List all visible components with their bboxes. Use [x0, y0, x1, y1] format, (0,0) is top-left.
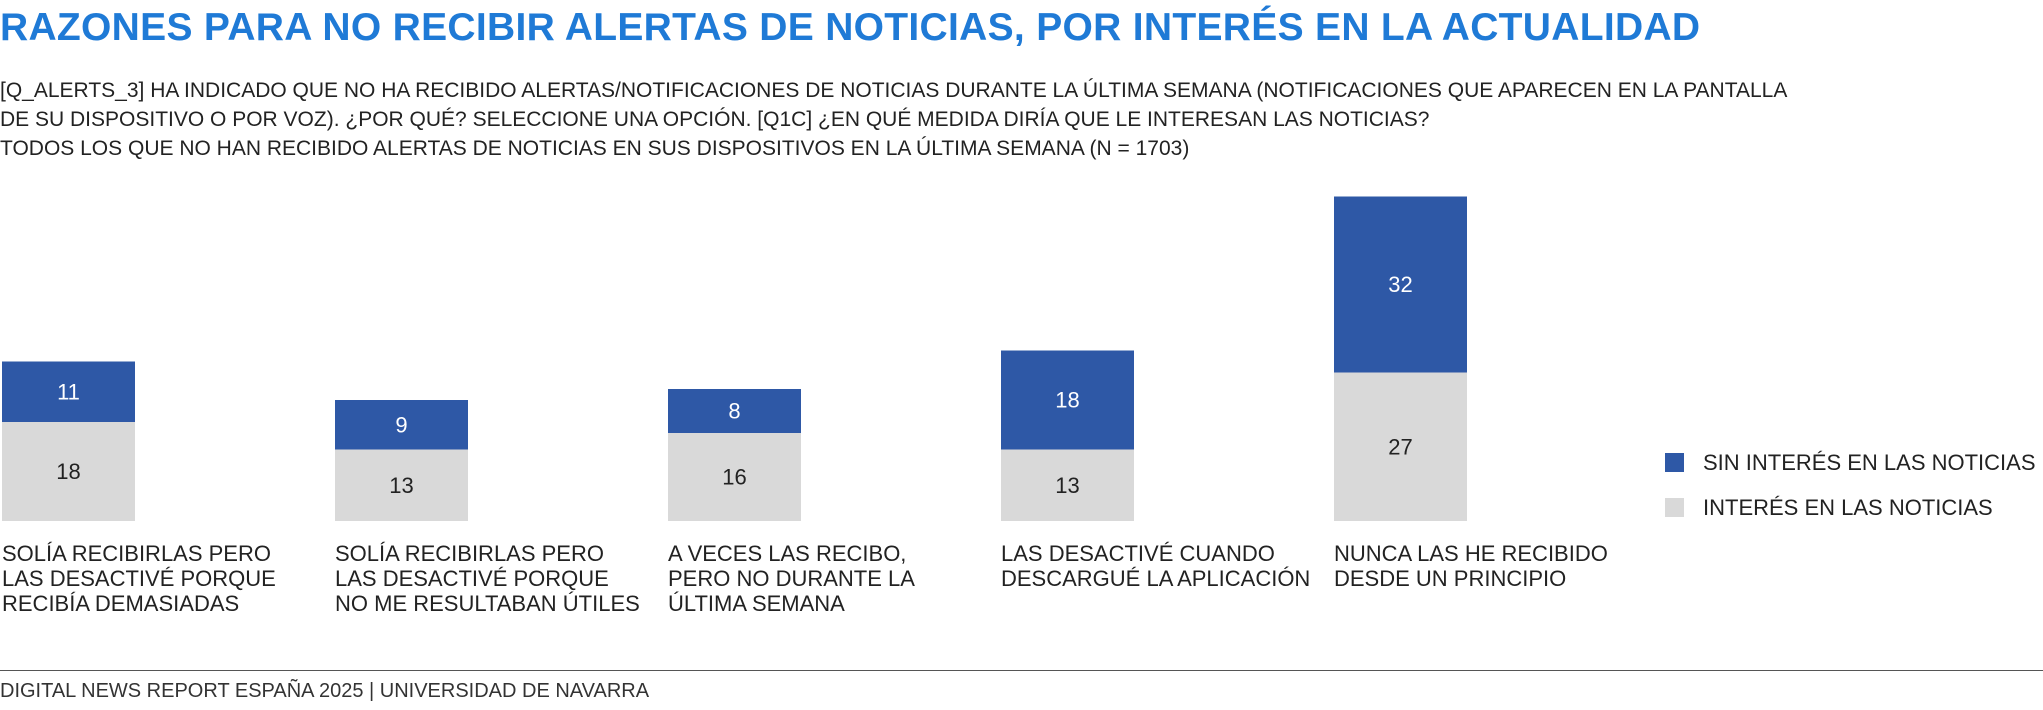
- bar-segment-interes: [335, 449, 468, 521]
- data-label-sin-interes: 8: [728, 399, 740, 424]
- bar-segment-interes: [668, 433, 801, 521]
- bar-segment-sin-interes: [2, 361, 135, 422]
- legend-label: SIN INTERÉS EN LAS NOTICIAS: [1703, 449, 2036, 475]
- data-label-interes: 13: [389, 473, 413, 498]
- data-label-sin-interes: 32: [1388, 272, 1412, 297]
- category-label: A VECES LAS RECIBO, PERO NO DURANTE LA Ú…: [668, 541, 915, 616]
- subtitle-line: [Q_ALERTS_3] HA INDICADO QUE NO HA RECIB…: [0, 79, 1788, 102]
- legend-item-interes: INTERÉS EN LAS NOTICIAS: [1665, 495, 2036, 520]
- subtitle-line: DE SU DISPOSITIVO O POR VOZ). ¿POR QUÉ? …: [0, 108, 1430, 131]
- data-label-interes: 27: [1388, 434, 1412, 459]
- data-label-interes: 18: [56, 459, 80, 484]
- legend-label: INTERÉS EN LAS NOTICIAS: [1703, 494, 1993, 520]
- data-label-interes: 16: [722, 465, 746, 490]
- legend-item-sin-interes: SIN INTERÉS EN LAS NOTICIAS: [1665, 450, 2036, 475]
- data-label-sin-interes: 9: [395, 412, 407, 437]
- category-label: SOLÍA RECIBIRLAS PERO LAS DESACTIVÉ PORQ…: [335, 541, 640, 616]
- bar-segment-sin-interes: [335, 400, 468, 450]
- footer-source: DIGITAL NEWS REPORT ESPAÑA 2025 | UNIVER…: [0, 680, 650, 702]
- category-label: SOLÍA RECIBIRLAS PERO LAS DESACTIVÉ PORQ…: [2, 541, 276, 616]
- bar-segment-sin-interes: [1001, 350, 1134, 450]
- bar-segment-interes: [2, 422, 135, 521]
- bar-segment-interes: [1001, 449, 1134, 521]
- data-label-sin-interes: 18: [1055, 388, 1079, 413]
- chart-title: RAZONES PARA NO RECIBIR ALERTAS DE NOTIC…: [0, 6, 1701, 49]
- bar-segment-sin-interes: [1334, 196, 1467, 373]
- legend-swatch-interes: [1665, 498, 1684, 517]
- category-label: LAS DESACTIVÉ CUANDO DESCARGUÉ LA APLICA…: [1001, 541, 1311, 591]
- data-label-interes: 13: [1055, 473, 1079, 498]
- chart-subtitle: [Q_ALERTS_3] HA INDICADO QUE NO HA RECIB…: [0, 76, 1788, 163]
- stacked-bar-chart: 18 11 13 9 16 8 13 18 27 32: [2, 196, 1467, 521]
- category-label: NUNCA LAS HE RECIBIDO DESDE UN PRINCIPIO: [1334, 541, 1608, 591]
- bar-segment-sin-interes: [668, 389, 801, 433]
- bar-segment-interes: [1334, 372, 1467, 521]
- legend-swatch-sin-interes: [1665, 453, 1684, 472]
- footer-divider: [0, 670, 2043, 671]
- data-label-sin-interes: 11: [57, 379, 80, 404]
- legend: SIN INTERÉS EN LAS NOTICIAS INTERÉS EN L…: [1665, 450, 2036, 540]
- subtitle-line: TODOS LOS QUE NO HAN RECIBIDO ALERTAS DE…: [0, 137, 1190, 160]
